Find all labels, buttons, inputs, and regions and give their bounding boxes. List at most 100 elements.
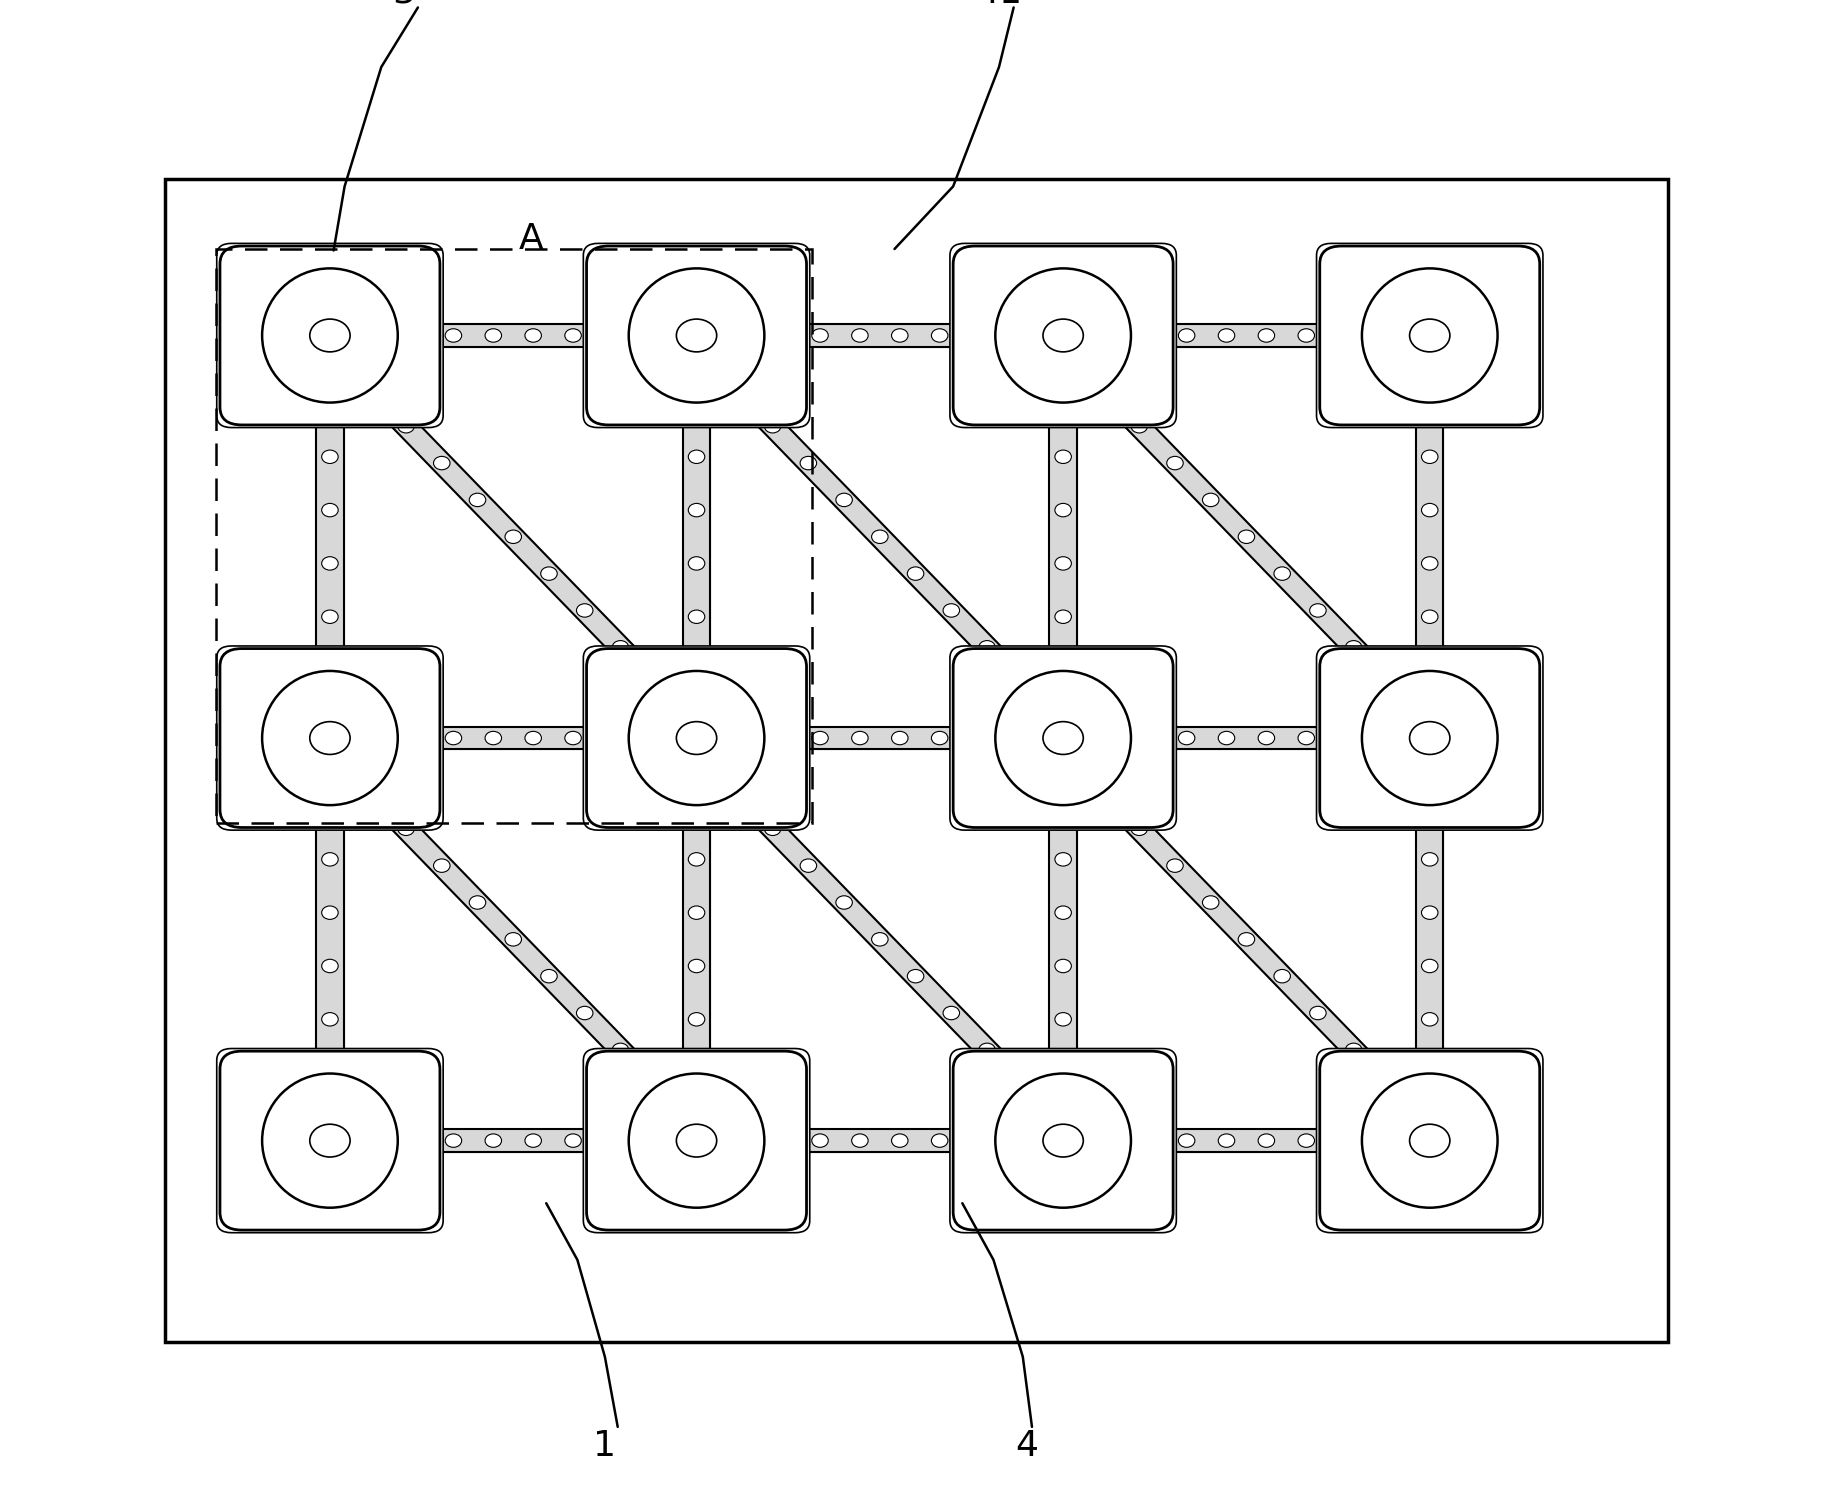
Circle shape bbox=[1042, 722, 1083, 754]
FancyBboxPatch shape bbox=[953, 1051, 1172, 1230]
Circle shape bbox=[322, 1012, 337, 1026]
Circle shape bbox=[445, 330, 462, 341]
FancyBboxPatch shape bbox=[949, 243, 1176, 428]
Circle shape bbox=[1297, 731, 1314, 746]
Circle shape bbox=[764, 822, 780, 835]
Circle shape bbox=[835, 896, 852, 910]
Polygon shape bbox=[682, 807, 711, 1072]
Ellipse shape bbox=[262, 1074, 398, 1208]
Circle shape bbox=[1130, 822, 1147, 835]
Circle shape bbox=[310, 1124, 350, 1157]
Circle shape bbox=[907, 969, 923, 983]
Circle shape bbox=[890, 1133, 907, 1148]
Polygon shape bbox=[727, 786, 1031, 1093]
Circle shape bbox=[1218, 731, 1235, 746]
Polygon shape bbox=[414, 728, 612, 748]
FancyBboxPatch shape bbox=[583, 243, 810, 428]
Circle shape bbox=[689, 1012, 705, 1026]
Circle shape bbox=[575, 1006, 592, 1020]
Ellipse shape bbox=[628, 671, 764, 805]
Circle shape bbox=[1422, 504, 1436, 517]
Circle shape bbox=[1257, 1133, 1273, 1148]
Ellipse shape bbox=[262, 671, 398, 805]
FancyBboxPatch shape bbox=[586, 246, 806, 425]
Circle shape bbox=[1130, 419, 1147, 432]
Circle shape bbox=[676, 722, 716, 754]
Circle shape bbox=[322, 504, 337, 517]
Circle shape bbox=[1308, 1006, 1325, 1020]
Ellipse shape bbox=[628, 1074, 764, 1208]
Circle shape bbox=[322, 450, 337, 464]
Circle shape bbox=[676, 319, 716, 352]
Circle shape bbox=[812, 731, 828, 746]
Polygon shape bbox=[361, 786, 665, 1093]
Polygon shape bbox=[1048, 404, 1075, 669]
Circle shape bbox=[676, 1124, 716, 1157]
Circle shape bbox=[1422, 959, 1436, 972]
Polygon shape bbox=[414, 1130, 612, 1151]
Circle shape bbox=[689, 959, 705, 972]
Circle shape bbox=[852, 731, 868, 746]
Circle shape bbox=[942, 1006, 958, 1020]
Circle shape bbox=[1345, 641, 1361, 655]
Circle shape bbox=[1409, 722, 1449, 754]
Circle shape bbox=[1273, 567, 1290, 580]
Circle shape bbox=[612, 641, 628, 655]
Circle shape bbox=[1238, 933, 1253, 947]
Circle shape bbox=[540, 969, 557, 983]
Circle shape bbox=[485, 330, 502, 341]
Circle shape bbox=[942, 604, 958, 617]
Polygon shape bbox=[780, 325, 978, 346]
Circle shape bbox=[434, 456, 451, 470]
Circle shape bbox=[485, 1133, 502, 1148]
Circle shape bbox=[1345, 1044, 1361, 1057]
Circle shape bbox=[870, 933, 887, 947]
Ellipse shape bbox=[995, 1074, 1130, 1208]
FancyBboxPatch shape bbox=[586, 649, 806, 828]
Circle shape bbox=[907, 567, 923, 580]
Circle shape bbox=[1297, 330, 1314, 341]
Polygon shape bbox=[1094, 786, 1398, 1093]
Circle shape bbox=[931, 330, 947, 341]
Text: 1: 1 bbox=[594, 1430, 616, 1463]
FancyBboxPatch shape bbox=[953, 246, 1172, 425]
Circle shape bbox=[1409, 319, 1449, 352]
Circle shape bbox=[1422, 1012, 1436, 1026]
Circle shape bbox=[1178, 1133, 1194, 1148]
Circle shape bbox=[524, 1133, 540, 1148]
FancyBboxPatch shape bbox=[583, 1048, 810, 1233]
Circle shape bbox=[978, 1044, 995, 1057]
Circle shape bbox=[812, 330, 828, 341]
Circle shape bbox=[1273, 969, 1290, 983]
Circle shape bbox=[1055, 1012, 1070, 1026]
Circle shape bbox=[689, 450, 705, 464]
Circle shape bbox=[764, 419, 780, 432]
Circle shape bbox=[506, 529, 522, 544]
FancyBboxPatch shape bbox=[1319, 1051, 1539, 1230]
FancyBboxPatch shape bbox=[949, 646, 1176, 830]
Ellipse shape bbox=[995, 671, 1130, 805]
Circle shape bbox=[524, 731, 540, 746]
FancyBboxPatch shape bbox=[1319, 649, 1539, 828]
Polygon shape bbox=[315, 807, 344, 1072]
Circle shape bbox=[322, 853, 337, 866]
Circle shape bbox=[978, 641, 995, 655]
FancyBboxPatch shape bbox=[583, 646, 810, 830]
Circle shape bbox=[1055, 907, 1070, 920]
Circle shape bbox=[1042, 1124, 1083, 1157]
Circle shape bbox=[1178, 330, 1194, 341]
Circle shape bbox=[398, 822, 414, 835]
Circle shape bbox=[506, 933, 522, 947]
Circle shape bbox=[1422, 907, 1436, 920]
Circle shape bbox=[1308, 604, 1325, 617]
Polygon shape bbox=[1416, 404, 1444, 669]
Circle shape bbox=[1238, 529, 1253, 544]
Ellipse shape bbox=[628, 268, 764, 403]
Circle shape bbox=[540, 567, 557, 580]
Text: 3: 3 bbox=[392, 0, 414, 9]
FancyBboxPatch shape bbox=[220, 246, 440, 425]
Polygon shape bbox=[1416, 807, 1444, 1072]
Circle shape bbox=[434, 859, 451, 872]
Circle shape bbox=[1409, 1124, 1449, 1157]
Circle shape bbox=[931, 1133, 947, 1148]
